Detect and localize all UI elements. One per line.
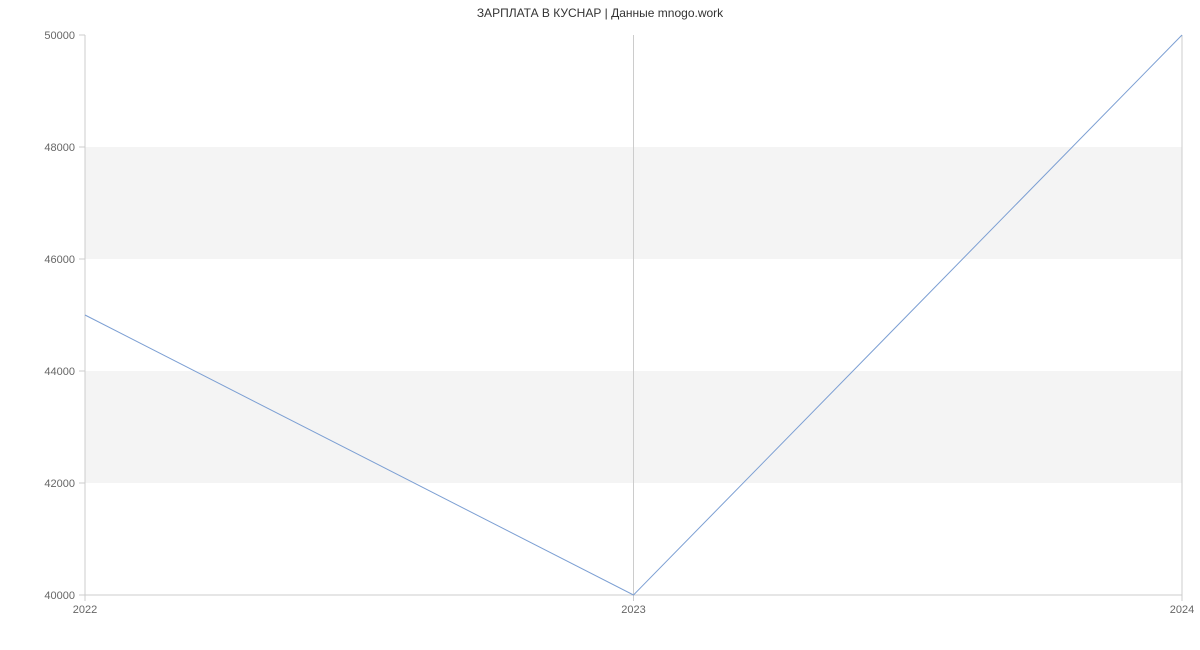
y-tick-label: 42000 <box>44 478 75 490</box>
x-tick-label: 2023 <box>621 604 645 616</box>
y-tick-label: 40000 <box>44 590 75 602</box>
y-tick-label: 50000 <box>44 30 75 42</box>
chart-title: ЗАРПЛАТА В КУСНАР | Данные mnogo.work <box>0 6 1200 20</box>
x-tick-label: 2024 <box>1170 604 1194 616</box>
x-tick-label: 2022 <box>73 604 97 616</box>
y-tick-label: 46000 <box>44 254 75 266</box>
y-tick-label: 48000 <box>44 142 75 154</box>
line-chart: 40000 42000 44000 46000 48000 50000 2022 2023 20… <box>0 0 1200 650</box>
y-tick-label: 44000 <box>44 366 75 378</box>
chart-container: ЗАРПЛАТА В КУСНАР | Данные mnogo.work 40… <box>0 0 1200 650</box>
